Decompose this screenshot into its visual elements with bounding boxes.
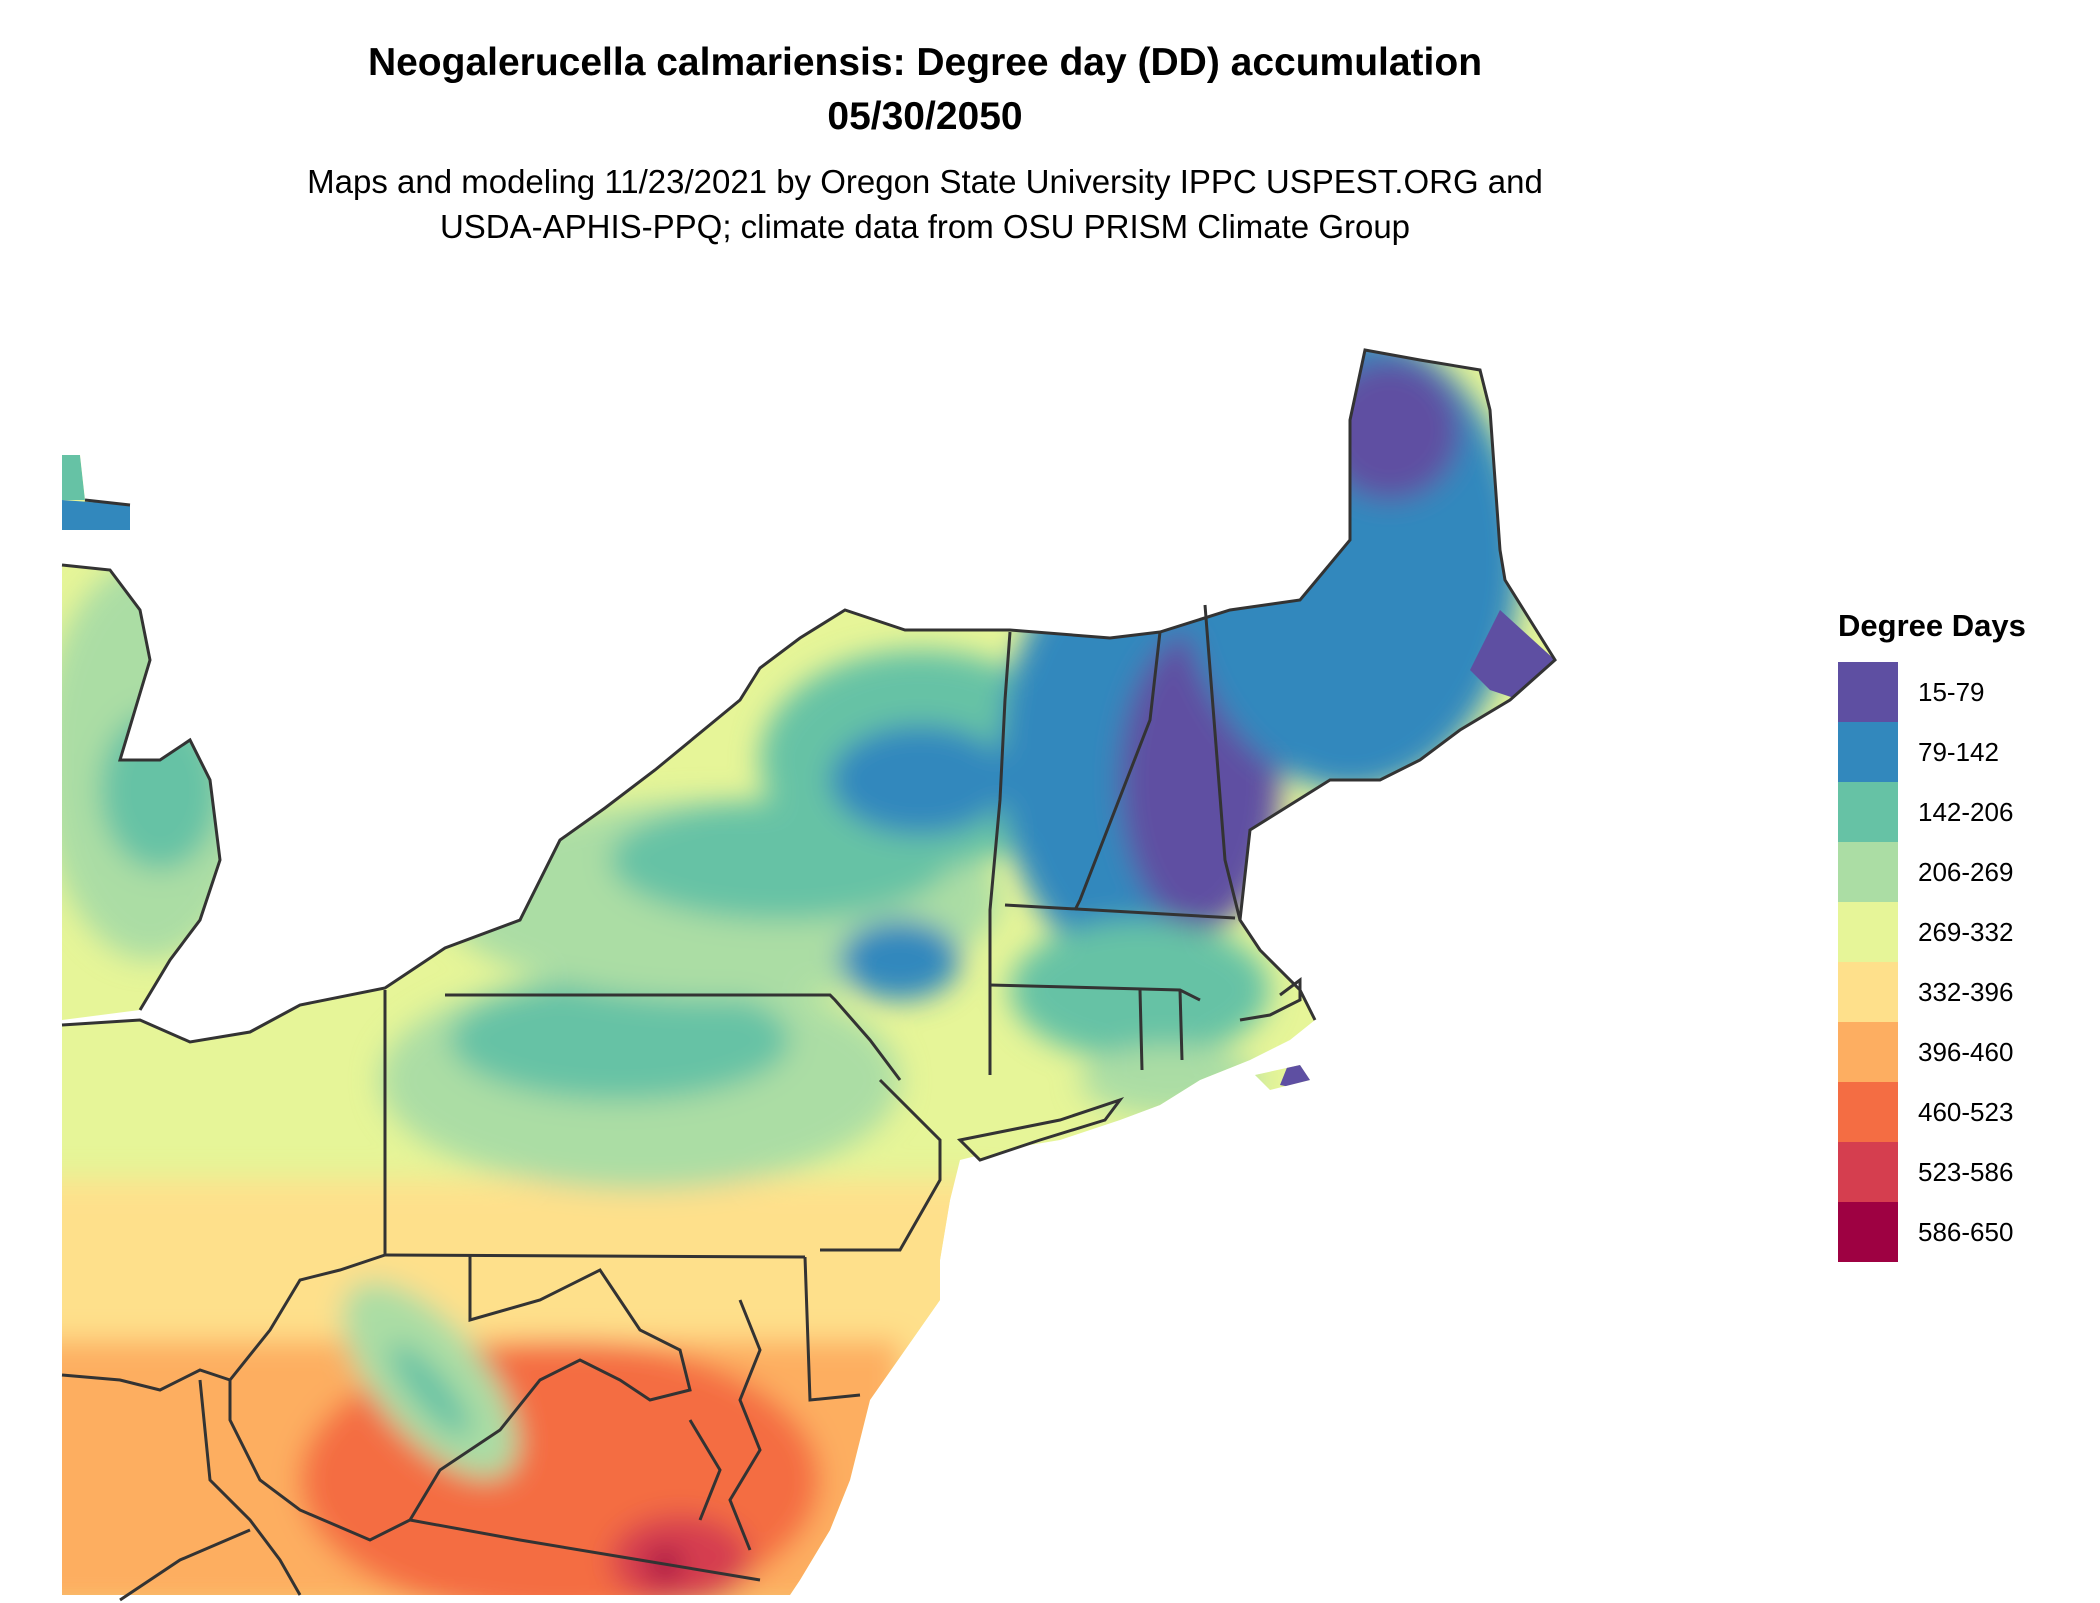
legend-swatch [1838,1082,1898,1142]
legend-label: 206-269 [1918,857,2014,887]
legend-item: 586-650 [1838,1202,2078,1262]
degree-day-map [61,348,1557,1602]
legend-items: 15-79 79-142 142-206 206-269 269-332 332… [1838,662,2078,1262]
legend: Degree Days 15-79 79-142 142-206 206-269… [1838,606,2078,1262]
legend-label: 523-586 [1918,1157,2014,1187]
legend-label: 396-460 [1918,1037,2014,1067]
legend-item: 15-79 [1838,662,2078,722]
legend-item: 523-586 [1838,1142,2078,1202]
legend-swatch [1838,1202,1898,1262]
legend-swatch [1838,722,1898,782]
legend-item: 396-460 [1838,1022,2078,1082]
legend-label: 79-142 [1918,737,1999,767]
legend-title: Degree Days [1838,608,2026,643]
legend-item: 79-142 [1838,722,2078,782]
legend-item: 142-206 [1838,782,2078,842]
legend-swatch [1838,782,1898,842]
legend-item: 460-523 [1838,1082,2078,1142]
legend-item: 206-269 [1838,842,2078,902]
legend-swatch [1838,962,1898,1022]
map-subtitle-line-2: USDA-APHIS-PPQ; climate data from OSU PR… [439,208,1411,245]
legend-label: 332-396 [1918,977,2014,1007]
legend-item: 269-332 [1838,902,2078,962]
legend-swatch [1838,842,1898,902]
legend-label: 15-79 [1918,677,1985,707]
legend-swatch [1838,902,1898,962]
state-borders [61,348,1557,1602]
legend-label: 586-650 [1918,1217,2014,1247]
map-title: Neogalerucella calmariensis: Degree day … [367,41,1483,84]
legend-label: 142-206 [1918,797,2014,827]
legend-label: 269-332 [1918,917,2014,947]
legend-swatch [1838,1022,1898,1082]
map-subtitle-line-1: Maps and modeling 11/23/2021 by Oregon S… [307,163,1543,200]
legend-swatch [1838,1142,1898,1202]
legend-item: 332-396 [1838,962,2078,1022]
legend-label: 460-523 [1918,1097,2014,1127]
map-date: 05/30/2050 [827,95,1023,138]
legend-swatch [1838,662,1898,722]
